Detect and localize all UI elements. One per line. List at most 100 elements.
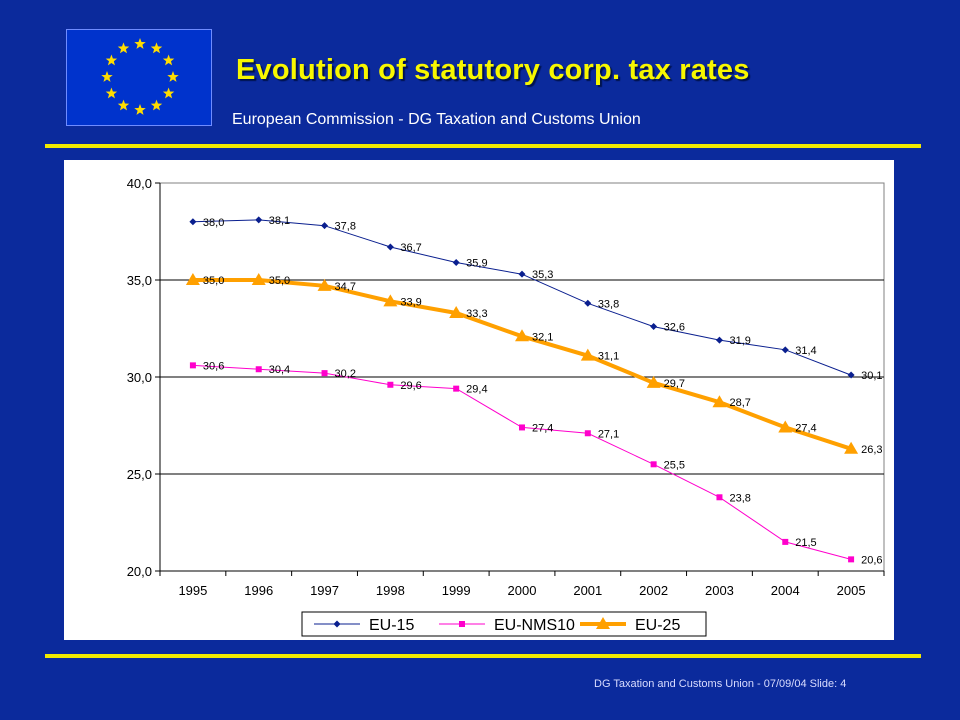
data-point bbox=[518, 270, 526, 278]
data-point bbox=[782, 538, 789, 545]
data-label: 23,8 bbox=[729, 492, 750, 504]
data-point bbox=[453, 385, 460, 392]
x-tick-label: 2005 bbox=[837, 583, 866, 598]
data-label: 34,7 bbox=[335, 281, 356, 293]
x-tick-label: 2004 bbox=[771, 583, 800, 598]
data-point bbox=[386, 243, 394, 251]
x-tick-label: 1995 bbox=[178, 583, 207, 598]
data-point bbox=[847, 371, 855, 379]
data-point bbox=[251, 273, 266, 285]
x-tick-label: 1996 bbox=[244, 583, 273, 598]
x-tick-label: 1999 bbox=[442, 583, 471, 598]
data-label: 30,1 bbox=[861, 370, 882, 382]
data-point bbox=[321, 370, 328, 377]
data-label: 21,5 bbox=[795, 537, 816, 549]
slide-subtitle: European Commission - DG Taxation and Cu… bbox=[232, 111, 641, 128]
data-point bbox=[584, 430, 591, 437]
legend: EU-15 EU-NMS10 EU-25 bbox=[301, 611, 707, 637]
data-label: 30,6 bbox=[203, 360, 224, 372]
y-tick-label: 30,0 bbox=[127, 370, 152, 385]
data-point bbox=[321, 222, 329, 230]
slide-title: Evolution of statutory corp. tax rates bbox=[236, 54, 750, 86]
series-eu-15: 38,0 38,1 37,8 36,7 35,9 35,3 33,8 32,6 31,9 31,4… bbox=[189, 215, 883, 382]
flag-star-icon bbox=[105, 87, 118, 99]
data-label: 20,6 bbox=[861, 554, 882, 566]
legend-label: EU-15 bbox=[369, 617, 414, 634]
data-point bbox=[387, 381, 394, 388]
data-point bbox=[778, 420, 793, 433]
bottom-rule bbox=[45, 654, 921, 658]
data-label: 29,4 bbox=[466, 384, 487, 396]
data-point bbox=[189, 218, 197, 226]
x-tick-label: 2003 bbox=[705, 583, 734, 598]
data-point bbox=[317, 278, 332, 291]
legend-item: EU-25 bbox=[580, 617, 680, 634]
data-point bbox=[185, 273, 200, 285]
data-label: 32,6 bbox=[664, 322, 685, 334]
data-point bbox=[844, 441, 859, 454]
series-eu-nms10: 30,6 30,4 30,2 29,6 29,4 27,4 27,1 25,5 23,8 21,5… bbox=[189, 360, 883, 566]
flag-star-icon bbox=[162, 87, 175, 99]
y-tick-label: 20,0 bbox=[127, 564, 152, 579]
flag-star-icon bbox=[117, 42, 130, 54]
data-point bbox=[848, 556, 855, 563]
data-point bbox=[584, 299, 592, 307]
data-label: 25,5 bbox=[664, 459, 685, 471]
data-point bbox=[333, 620, 341, 628]
data-point bbox=[715, 336, 723, 344]
data-point bbox=[449, 305, 464, 318]
data-label: 33,8 bbox=[598, 298, 619, 310]
data-label: 28,7 bbox=[729, 397, 750, 409]
legend-label: EU-25 bbox=[635, 617, 680, 634]
data-point bbox=[452, 259, 460, 267]
data-label: 29,7 bbox=[664, 378, 685, 390]
data-label: 35,0 bbox=[203, 275, 224, 287]
data-label: 33,3 bbox=[466, 308, 487, 320]
data-point bbox=[580, 348, 595, 361]
data-point bbox=[646, 375, 661, 388]
flag-star-icon bbox=[117, 99, 130, 111]
y-tick-label: 25,0 bbox=[127, 467, 152, 482]
flag-star-icon bbox=[167, 71, 179, 82]
data-label: 31,4 bbox=[795, 345, 816, 357]
data-label: 38,0 bbox=[203, 217, 224, 229]
legend-item: EU-15 bbox=[314, 617, 414, 634]
x-tick-label: 2002 bbox=[639, 583, 668, 598]
data-label: 29,6 bbox=[400, 380, 421, 392]
chart-area: 40,0 35,0 30,0 25,0 20,0 1995 1996 1997 1998 1999… bbox=[64, 160, 894, 640]
flag-star-icon bbox=[150, 42, 163, 54]
y-tick-label: 40,0 bbox=[127, 176, 152, 191]
data-point bbox=[255, 216, 263, 224]
data-label: 35,3 bbox=[532, 269, 553, 281]
flag-star-icon bbox=[134, 104, 146, 115]
legend-label: EU-NMS10 bbox=[494, 617, 575, 634]
data-label: 35,0 bbox=[269, 275, 290, 287]
data-label: 31,9 bbox=[729, 335, 750, 347]
flag-star-icon bbox=[105, 54, 118, 66]
legend-box bbox=[301, 611, 707, 637]
data-point bbox=[712, 395, 727, 408]
data-label: 26,3 bbox=[861, 444, 882, 456]
data-label: 27,4 bbox=[532, 422, 553, 434]
data-label: 27,1 bbox=[598, 428, 619, 440]
flag-star-icon bbox=[162, 54, 175, 66]
legend-item: EU-NMS10 bbox=[439, 617, 575, 634]
data-label: 30,4 bbox=[269, 364, 290, 376]
data-label: 33,9 bbox=[400, 296, 421, 308]
x-tick-label: 2000 bbox=[508, 583, 537, 598]
flag-star-icon bbox=[150, 99, 163, 111]
x-tick-label: 2001 bbox=[573, 583, 602, 598]
data-point bbox=[650, 461, 657, 468]
line-chart: 40,0 35,0 30,0 25,0 20,0 1995 1996 1997 1998 1999… bbox=[127, 176, 885, 637]
data-point bbox=[716, 494, 723, 501]
x-tick-label: 1998 bbox=[376, 583, 405, 598]
slide-footer: DG Taxation and Customs Union - 07/09/04… bbox=[594, 678, 847, 690]
data-point bbox=[519, 424, 525, 431]
flag-star-icon bbox=[134, 38, 146, 49]
data-label: 27,4 bbox=[795, 422, 816, 434]
data-point bbox=[781, 346, 789, 354]
y-tick-label: 35,0 bbox=[127, 273, 152, 288]
data-point bbox=[189, 362, 196, 369]
data-label: 36,7 bbox=[400, 242, 421, 254]
data-label: 30,2 bbox=[335, 368, 356, 380]
